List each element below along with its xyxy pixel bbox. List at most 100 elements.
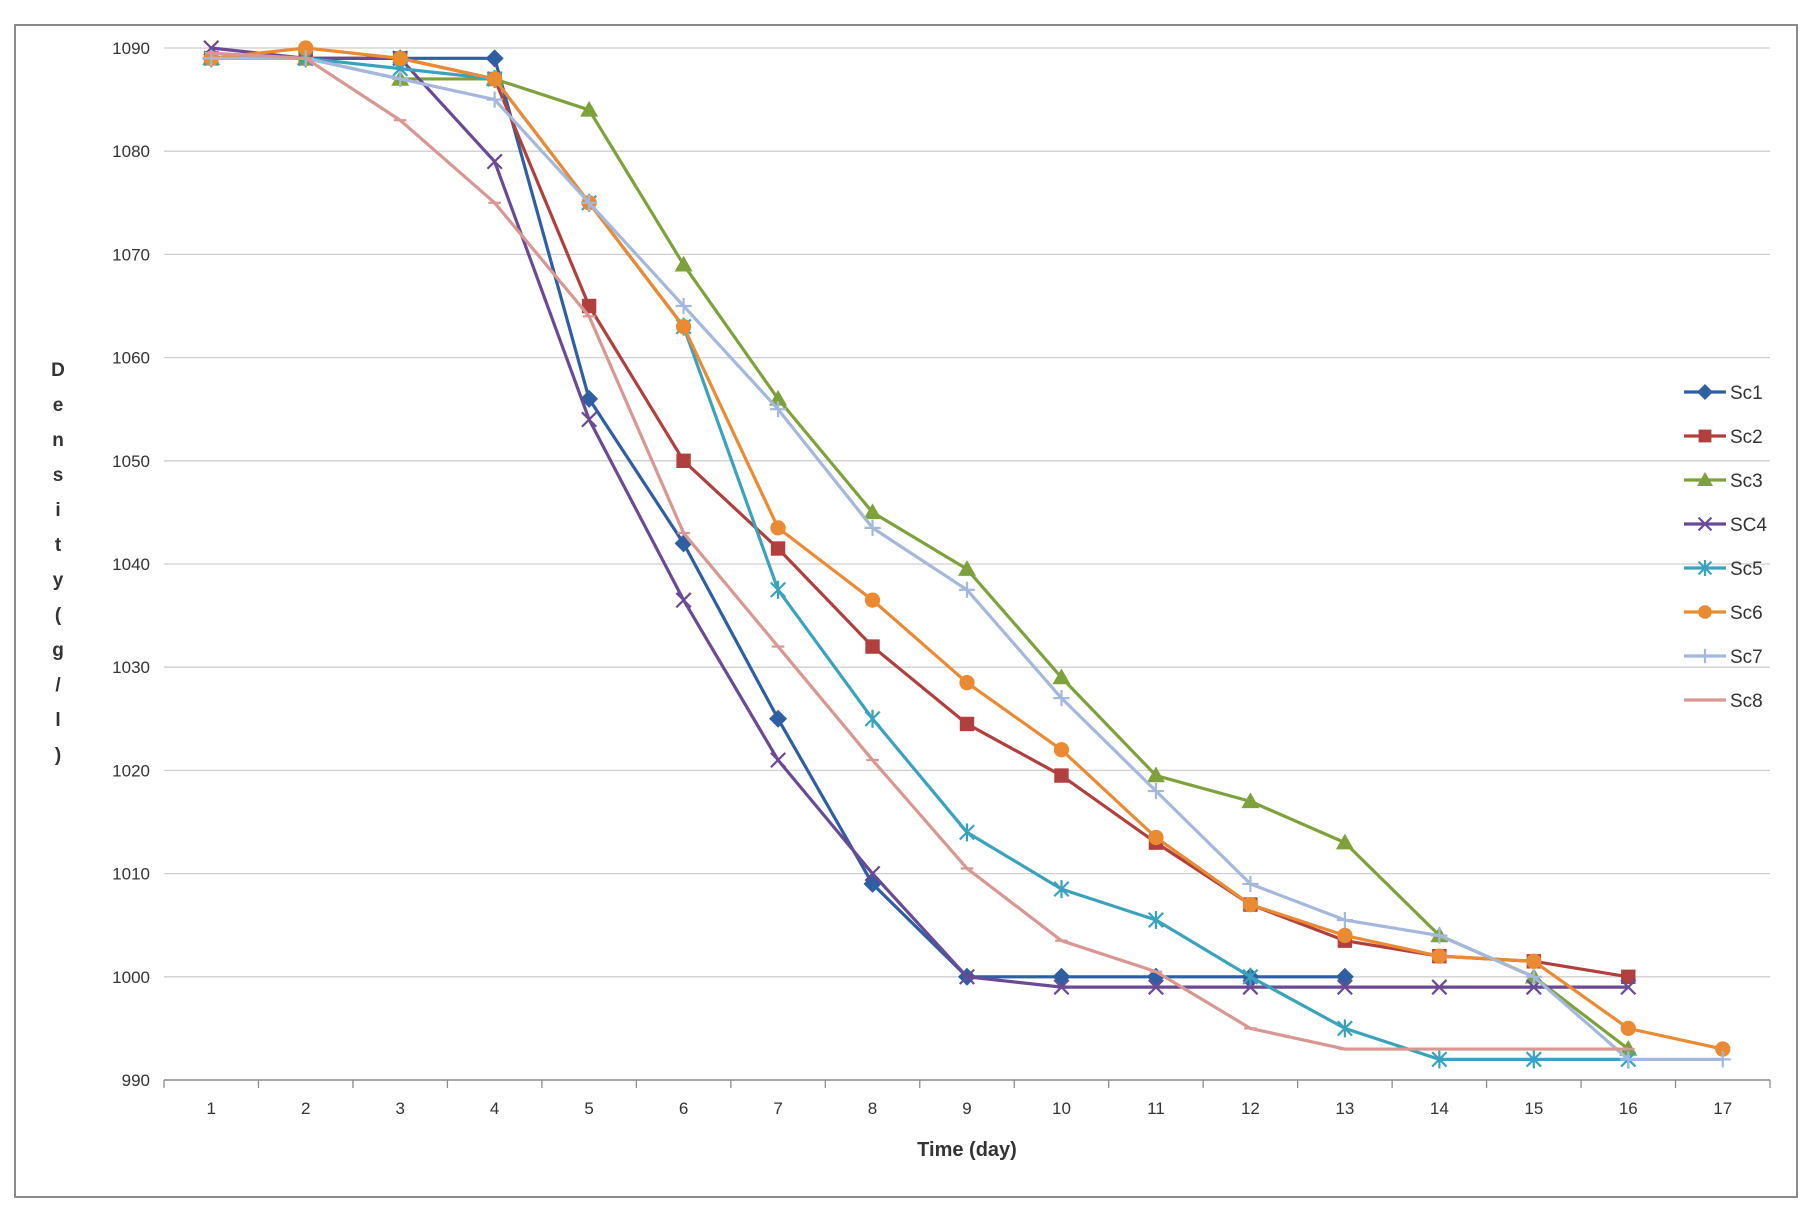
- legend-label: Sc7: [1730, 647, 1763, 668]
- data-point-sc1: [1052, 967, 1071, 986]
- legend-marker: [1697, 648, 1713, 664]
- y-tick-label: 1040: [112, 555, 150, 574]
- line-chart: 990 1000 1010 1020 1030 1040 1050 1060 1070 1080 1…: [51, 39, 1771, 1161]
- data-point-sc3: [1241, 792, 1260, 809]
- data-point-sc7: [1525, 968, 1542, 985]
- y-axis-title-char: l: [55, 710, 60, 731]
- data-point-sc6: [298, 40, 314, 56]
- data-point-sc2: [676, 453, 691, 468]
- data-point-sc5: [1525, 1050, 1542, 1069]
- data-point-sc4: [1336, 979, 1353, 996]
- x-tick-label: 11: [1147, 1099, 1165, 1118]
- data-point-sc5: [1336, 1019, 1353, 1038]
- x-tick-label: 13: [1335, 1099, 1354, 1118]
- legend-marker: [1698, 605, 1712, 619]
- series-group: [202, 40, 1731, 1069]
- data-point-sc6: [1242, 896, 1259, 913]
- data-point-sc4: [1147, 979, 1164, 996]
- data-point-sc6: [770, 520, 786, 536]
- data-point-sc7: [1242, 875, 1259, 893]
- legend-label: Sc1: [1730, 383, 1763, 404]
- data-point-sc6: [1620, 1020, 1636, 1037]
- data-point-sc2: [1621, 969, 1636, 984]
- legend-item-sc2: Sc2: [1684, 427, 1763, 448]
- data-point-sc7: [675, 297, 692, 315]
- data-point-sc1: [674, 534, 693, 553]
- data-point-sc6: [1526, 953, 1542, 969]
- x-tick-label: 9: [962, 1099, 971, 1118]
- legend-marker: [1697, 472, 1713, 486]
- y-axis-title-char: ): [55, 745, 61, 766]
- data-point-sc3: [1146, 766, 1165, 783]
- y-tick-label: 1020: [112, 761, 150, 780]
- legend-item-sc7: Sc7: [1684, 647, 1763, 668]
- y-axis-title-char: g: [52, 640, 64, 661]
- data-point-sc7: [769, 401, 787, 418]
- legend-label: Sc6: [1730, 603, 1763, 624]
- data-point-sc6: [864, 592, 881, 608]
- data-point-sc2: [959, 716, 975, 732]
- data-point-sc4: [1053, 979, 1070, 996]
- x-tick-label: 16: [1619, 1099, 1638, 1118]
- y-tick-label: 1050: [112, 452, 150, 471]
- data-point-sc7: [1431, 927, 1448, 944]
- data-point-sc6: [959, 675, 975, 691]
- series-sc6: [203, 40, 1731, 1057]
- series-line-sc8: [211, 51, 1629, 1051]
- legend-label: SC4: [1730, 515, 1767, 536]
- data-point-sc5: [1431, 1050, 1448, 1069]
- series-sc3: [202, 49, 1638, 1056]
- y-tick-label: 1090: [112, 39, 150, 58]
- data-point-sc5: [959, 823, 975, 842]
- data-point-sc7: [1336, 911, 1353, 929]
- data-point-sc4: [581, 411, 598, 428]
- series-sc4: [203, 40, 1637, 996]
- x-tick-label: 7: [773, 1099, 782, 1118]
- series-line-sc5: [211, 56, 1629, 1061]
- x-tick-label: 1: [207, 1099, 216, 1118]
- data-point-sc6: [1053, 742, 1070, 758]
- data-point-sc3: [958, 560, 976, 576]
- data-point-sc6: [1148, 829, 1164, 846]
- data-point-sc7: [864, 519, 881, 536]
- data-point-sc2: [865, 639, 880, 654]
- data-point-sc1: [769, 709, 788, 728]
- x-tick-label: 8: [868, 1099, 877, 1118]
- x-tick-label: 17: [1713, 1099, 1732, 1118]
- data-point-sc1: [485, 49, 504, 68]
- legend-item-sc8: Sc8: [1684, 691, 1763, 712]
- data-point-sc6: [1715, 1041, 1731, 1057]
- data-point-sc4: [1431, 979, 1448, 996]
- data-point-sc4: [486, 153, 503, 170]
- series-line-sc4: [211, 46, 1629, 989]
- data-point-sc5: [770, 580, 787, 599]
- y-tick-label: 990: [122, 1071, 150, 1090]
- data-point-sc7: [1620, 1051, 1637, 1068]
- legend-marker: [1697, 560, 1713, 576]
- y-axis-title-char: n: [52, 430, 64, 451]
- series-line-sc3: [211, 56, 1630, 1051]
- y-tick-label: 1060: [112, 349, 150, 368]
- series-line-sc6: [211, 46, 1724, 1051]
- y-axis-title-char: s: [53, 465, 64, 486]
- series-sc1: [202, 49, 1354, 986]
- legend-label: Sc2: [1730, 427, 1763, 448]
- y-axis-title-char: /: [55, 675, 61, 696]
- legend-marker: [1697, 384, 1713, 400]
- data-point-sc7: [486, 91, 503, 108]
- data-point-sc4: [959, 968, 975, 985]
- y-axis-title-char: D: [51, 360, 65, 381]
- x-tick-label: 14: [1430, 1099, 1449, 1118]
- x-tick-label: 2: [301, 1099, 310, 1118]
- y-tick-label: 1030: [112, 658, 150, 677]
- y-axis-title-char: (: [55, 605, 62, 626]
- y-tick-label: 1000: [112, 968, 150, 987]
- data-point-sc3: [863, 503, 882, 520]
- data-point-sc2: [1054, 768, 1069, 783]
- data-point-sc5: [864, 709, 881, 728]
- axes: [163, 1079, 1771, 1088]
- x-tick-label: 6: [679, 1099, 688, 1118]
- data-point-sc7: [392, 70, 409, 88]
- data-point-sc2: [770, 541, 786, 556]
